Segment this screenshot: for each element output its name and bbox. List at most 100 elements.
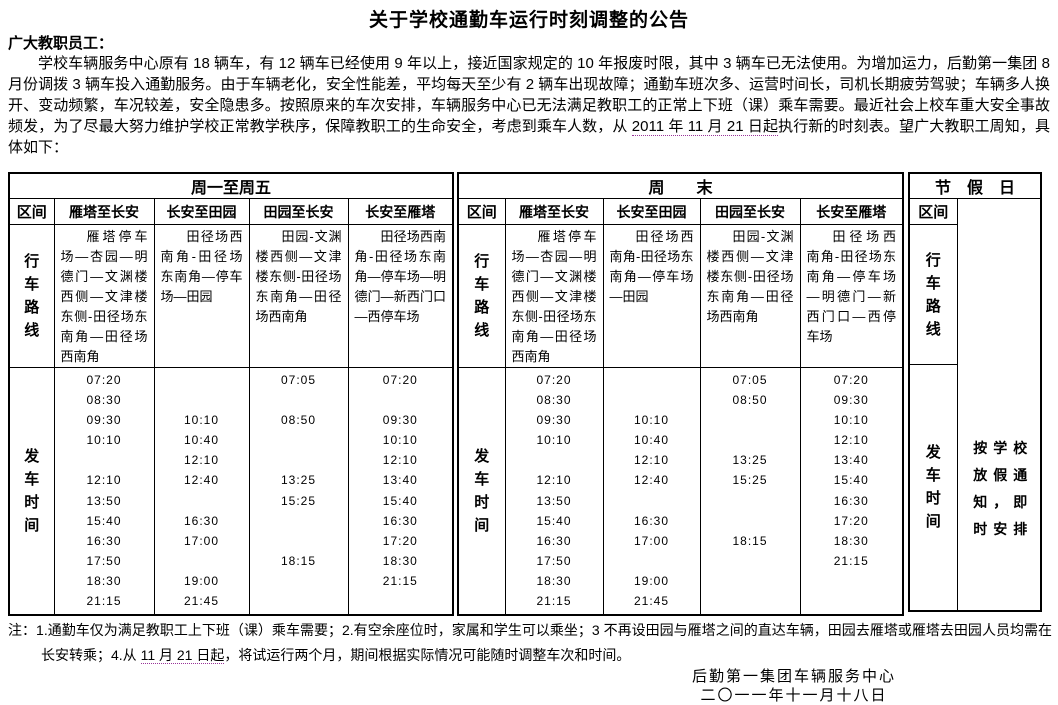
time-slot: 16:30	[633, 513, 670, 528]
time-slot: 09:30	[536, 413, 572, 428]
weekday-table: 周一至周五 区间 雁塔至长安 长安至田园 田园至长安 长安至雁塔 行车路线 雁塔…	[8, 172, 455, 617]
time-slot: 12:10	[183, 453, 220, 468]
column-header: 田园至长安	[248, 198, 349, 225]
time-slot	[250, 453, 347, 473]
time-slot	[250, 393, 347, 413]
holiday-table: 节 假 日 区间 按学校放假通知，即时安排 行车路线 发车时间	[908, 172, 1043, 612]
route-label: 行车路线	[925, 251, 941, 338]
time-slot: 10:10	[183, 413, 220, 428]
time-slot: 18:30	[86, 573, 122, 588]
time-slot: 07:05	[732, 373, 768, 387]
time-slot: 12:10	[833, 433, 869, 448]
section-label: 区间	[8, 198, 55, 225]
time-slot: 21:15	[536, 594, 572, 609]
time-slot: 13:40	[382, 473, 418, 488]
column-header: 雁塔至长安	[53, 198, 155, 225]
column-header: 雁塔至长安	[504, 198, 604, 225]
route-label-cell: 行车路线	[908, 224, 958, 365]
time-slot: 18:15	[732, 533, 768, 548]
time-slot: 19:00	[633, 573, 670, 588]
time-slot: 09:30	[833, 393, 869, 408]
time-slot: 10:10	[833, 413, 869, 428]
time-slot: 12:10	[86, 473, 122, 488]
route-cell: 田径场西南角-田径场东南角—停车场—田园	[602, 224, 701, 368]
time-slot: 15:40	[382, 493, 418, 508]
time-slot: 18:30	[536, 573, 572, 588]
time-slot: 10:10	[382, 433, 418, 448]
time-slot	[701, 574, 799, 594]
time-slot: 10:40	[633, 433, 670, 448]
holiday-note-cell: 按学校放假通知，即时安排	[956, 198, 1042, 611]
time-slot: 21:15	[382, 573, 418, 588]
signature-block: 后勤第一集团车辆服务中心 二〇一一年十一月十八日	[558, 667, 1030, 705]
time-slot: 16:30	[183, 513, 220, 528]
time-slot	[701, 433, 799, 453]
weekend-table: 周 末 区间 雁塔至长安 长安至田园 田园至长安 长安至雁塔 行车路线 雁塔停车…	[457, 172, 904, 617]
route-cell: 田园-文渊楼西侧—文津楼东侧-田径场东南角—田径场西南角	[699, 224, 801, 368]
time-slot: 17:00	[633, 533, 670, 548]
time-slot	[801, 574, 902, 594]
time-slot	[155, 554, 248, 574]
time-slot: 17:00	[183, 533, 220, 548]
time-slot: 12:40	[183, 473, 220, 488]
time-slot	[701, 594, 799, 614]
time-slot	[250, 574, 347, 594]
time-slot	[701, 494, 799, 514]
time-slot: 09:30	[86, 413, 122, 428]
time-slot: 15:40	[833, 473, 869, 488]
time-slot: 13:50	[86, 493, 122, 508]
time-slot: 21:15	[86, 594, 122, 609]
time-slot: 08:30	[86, 393, 122, 408]
time-slot	[349, 393, 452, 413]
page-title: 关于学校通勤车运行时刻调整的公告	[368, 10, 689, 31]
time-slot: 17:20	[833, 513, 869, 528]
body-text-2: 执行新的时刻表。望广大教职工周知，具体如下：	[8, 118, 1050, 156]
column-header: 长安至雁塔	[347, 198, 454, 225]
departure-label: 发车时间	[474, 448, 490, 535]
time-slot	[604, 494, 699, 514]
time-slot: 07:20	[536, 373, 572, 387]
time-slot: 07:20	[833, 373, 869, 387]
section-label: 区间	[457, 198, 506, 225]
time-slot: 21:15	[833, 553, 869, 568]
time-slot: 12:40	[633, 473, 670, 488]
time-slot	[506, 453, 602, 473]
time-slot: 07:20	[86, 373, 122, 387]
time-slot: 07:05	[280, 373, 317, 387]
column-header: 长安至雁塔	[799, 198, 904, 225]
departure-label: 发车时间	[24, 448, 40, 535]
time-slot: 13:25	[732, 453, 768, 468]
schedule-tables: 周一至周五 区间 雁塔至长安 长安至田园 田园至长安 长安至雁塔 行车路线 雁塔…	[0, 172, 1058, 617]
time-slot: 15:40	[536, 513, 572, 528]
time-slot: 12:10	[536, 473, 572, 488]
time-slot: 15:25	[732, 473, 768, 488]
weekday-table-title: 周一至周五	[8, 172, 454, 199]
notes-text-1: 1.通勤车仅为满足教职工上下班（课）乘车需要；2.有空余座位时，家属和学生可以乘…	[36, 622, 1052, 663]
times-cell: 07:05 08:50 13:25 15:25 18:15	[699, 367, 801, 616]
time-slot	[604, 373, 699, 393]
route-label: 行车路线	[474, 253, 490, 339]
effective-date-underline: 2011 年 11 月 21 日起	[631, 118, 779, 136]
time-slot: 10:10	[86, 433, 122, 448]
time-slot: 16:30	[382, 513, 418, 528]
time-slot: 17:20	[382, 533, 418, 548]
signature: 后勤第一集团车辆服务中心	[691, 668, 896, 685]
time-slot: 13:25	[280, 473, 317, 488]
times-cell: 07:20 08:30 09:30 10:10 12:10 13:50 15:40 16:30…	[53, 367, 155, 616]
time-slot: 09:30	[382, 413, 418, 428]
route-label: 行车路线	[24, 253, 40, 339]
time-slot	[155, 373, 248, 393]
times-cell: 07:05 08:50 13:25 15:25 18:15	[248, 367, 349, 616]
time-slot: 15:40	[86, 513, 122, 528]
time-slot: 18:30	[382, 553, 418, 568]
route-label-cell: 行车路线	[8, 224, 55, 368]
time-slot: 12:10	[382, 453, 418, 468]
time-slot	[250, 433, 347, 453]
time-slot: 16:30	[536, 533, 572, 548]
holiday-table-title: 节 假 日	[908, 172, 1042, 199]
route-cell: 田径场西南角-田径场东南角—停车场—明德门—新西门口—西停车场	[347, 224, 454, 368]
time-slot: 08:30	[536, 393, 572, 408]
body-paragraph: 学校车辆服务中心原有 18 辆车，有 12 辆车已经使用 9 年以上，接近国家规…	[8, 53, 1050, 158]
time-slot	[250, 594, 347, 614]
time-slot: 13:40	[833, 453, 869, 468]
